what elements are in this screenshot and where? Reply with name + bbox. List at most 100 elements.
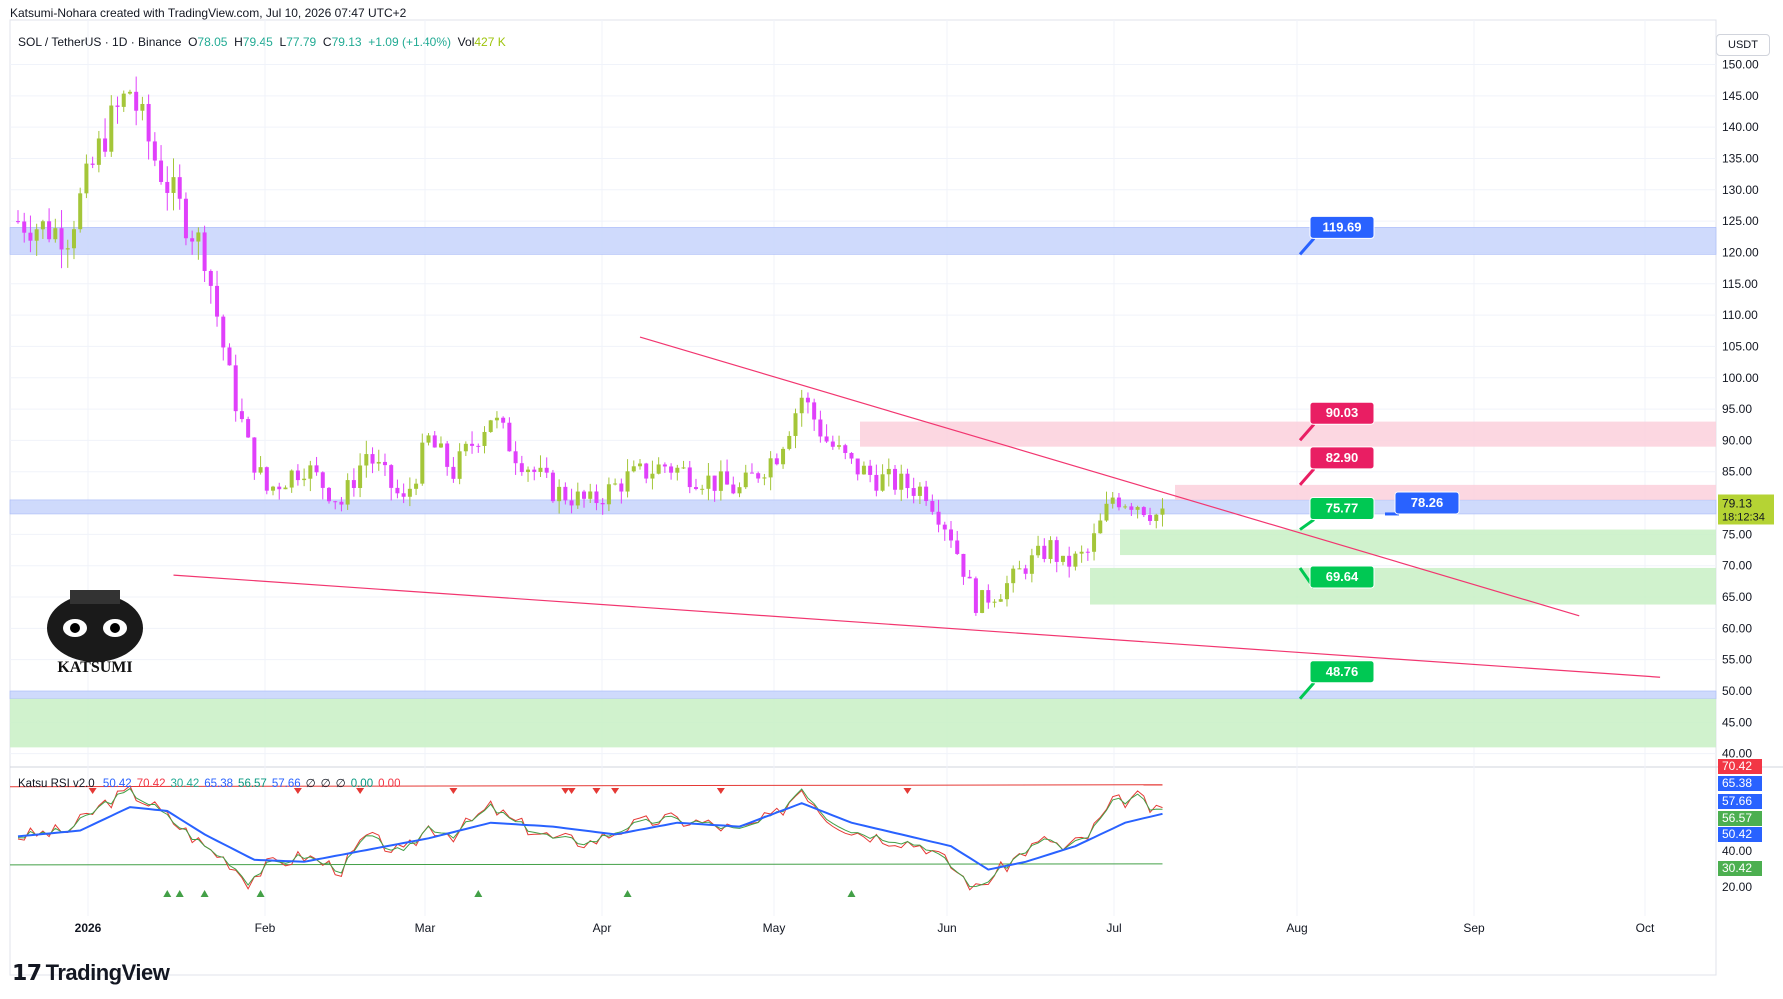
rsi-axis-badge bbox=[1718, 861, 1762, 876]
trendline bbox=[639, 336, 1580, 617]
candle-body bbox=[432, 435, 437, 448]
rsi-sell-marker bbox=[449, 788, 458, 794]
candle-body bbox=[470, 443, 475, 446]
candle-body bbox=[588, 491, 593, 499]
zone-blue bbox=[9, 227, 1717, 255]
candle-body bbox=[538, 467, 543, 472]
candle-body bbox=[28, 232, 33, 241]
price-tag-blue: 78.26 bbox=[1385, 491, 1460, 516]
rsi-signal-line bbox=[17, 787, 1163, 888]
y-tick-label: 65.00 bbox=[1722, 590, 1752, 604]
rsi-axis-label: 50.42 bbox=[1722, 827, 1752, 841]
candle-body bbox=[787, 435, 792, 449]
candle-body bbox=[333, 501, 338, 503]
candle-body bbox=[749, 472, 754, 474]
candle-body bbox=[812, 402, 817, 420]
volume-label: Vol bbox=[457, 35, 475, 49]
candle-body bbox=[146, 103, 151, 142]
price-tag-green: 75.77 bbox=[1299, 497, 1375, 531]
rsi-legend-value: 30.42 bbox=[170, 778, 200, 790]
rsi-sell-marker bbox=[356, 788, 365, 794]
candle-body bbox=[314, 465, 319, 473]
candle-body bbox=[986, 590, 991, 603]
rsi-values: 50.42 70.42 30.42 65.38 56.57 57.66 ∅ ∅ ∅ 0.00 0.0… bbox=[103, 778, 406, 790]
candle-body bbox=[619, 483, 624, 492]
y-tick-label: 115.00 bbox=[1722, 277, 1758, 291]
rsi-axis-badge bbox=[1718, 776, 1762, 791]
candle-body bbox=[563, 486, 568, 501]
x-tick-label: Sep bbox=[1463, 921, 1485, 935]
candle-body bbox=[849, 452, 854, 459]
candle-body bbox=[22, 221, 27, 233]
candle-body bbox=[196, 232, 201, 242]
candle-body bbox=[793, 413, 798, 436]
rsi-lower-band bbox=[9, 863, 1163, 866]
rsi-sell-marker bbox=[716, 788, 725, 794]
candle-body bbox=[183, 198, 188, 239]
zone-blue bbox=[9, 499, 1717, 515]
y-tick-label: 90.00 bbox=[1722, 433, 1752, 447]
candle-body bbox=[264, 467, 269, 491]
y-tick-label: 70.00 bbox=[1722, 559, 1752, 573]
candle-body bbox=[980, 590, 985, 613]
y-tick-label: 105.00 bbox=[1722, 339, 1759, 353]
candle-body bbox=[221, 316, 226, 348]
candle-body bbox=[1017, 568, 1022, 570]
x-tick-label: Jul bbox=[1106, 921, 1121, 935]
y-tick-label: 110.00 bbox=[1722, 308, 1758, 322]
candle-body bbox=[202, 232, 207, 271]
candle-body bbox=[1023, 568, 1028, 574]
candle-body bbox=[955, 540, 960, 554]
candle-body bbox=[127, 91, 132, 94]
candle-body bbox=[899, 473, 904, 490]
low-label: L bbox=[279, 35, 287, 49]
price-tag-value: 69.64 bbox=[1326, 569, 1359, 584]
y-tick-label: 60.00 bbox=[1722, 621, 1752, 635]
price-tag-pointer bbox=[1299, 518, 1315, 531]
candle-body bbox=[917, 486, 922, 496]
candle-body bbox=[1036, 545, 1041, 556]
rsi-buy-marker bbox=[175, 890, 184, 897]
rsi-legend-value: 0.00 bbox=[350, 778, 374, 790]
rsi-title[interactable]: Katsu RSI v2.0 bbox=[18, 778, 95, 790]
candle-body bbox=[177, 177, 182, 199]
rsi-line bbox=[17, 784, 1163, 891]
candle-body bbox=[880, 474, 885, 491]
candle-body bbox=[34, 229, 39, 241]
candle-body bbox=[805, 397, 810, 403]
price-tag-box bbox=[1394, 491, 1460, 515]
candle-body bbox=[544, 467, 549, 473]
symbol-name[interactable]: SOL / TetherUS · 1D · Binance bbox=[18, 35, 182, 49]
brand-name: TradingView bbox=[45, 960, 170, 985]
candle-body bbox=[121, 93, 126, 107]
price-tag-value: 75.77 bbox=[1326, 501, 1359, 516]
candle-body bbox=[631, 466, 636, 472]
candle-body bbox=[886, 468, 891, 475]
candle-body bbox=[824, 436, 829, 442]
candle-body bbox=[227, 347, 232, 366]
x-tick-label: Mar bbox=[415, 921, 436, 935]
logo-text: KATSUMI bbox=[57, 659, 132, 676]
candle-body bbox=[494, 417, 499, 421]
candle-body bbox=[743, 472, 748, 488]
candle-body bbox=[594, 491, 599, 504]
candle-body bbox=[1085, 551, 1090, 553]
candle-body bbox=[600, 503, 605, 505]
candle-body bbox=[1135, 507, 1140, 510]
tradingview-brand[interactable]: 𝟭𝟳 TradingView bbox=[12, 960, 170, 986]
currency-selector[interactable]: USDT bbox=[1716, 34, 1770, 56]
countdown-value: 18:12:34 bbox=[1722, 512, 1765, 524]
candle-body bbox=[1054, 540, 1059, 562]
candle-body bbox=[526, 469, 531, 473]
candle-body bbox=[370, 454, 375, 464]
candle-body bbox=[1048, 540, 1053, 559]
rsi-legend-value: ∅ bbox=[305, 778, 316, 790]
candle-body bbox=[818, 419, 823, 437]
candle-body bbox=[407, 488, 412, 497]
candle-body bbox=[208, 270, 213, 286]
rsi-axis-badge bbox=[1718, 827, 1762, 842]
candle-body bbox=[924, 486, 929, 502]
candle-body bbox=[134, 91, 139, 111]
candle-body bbox=[1060, 555, 1065, 562]
